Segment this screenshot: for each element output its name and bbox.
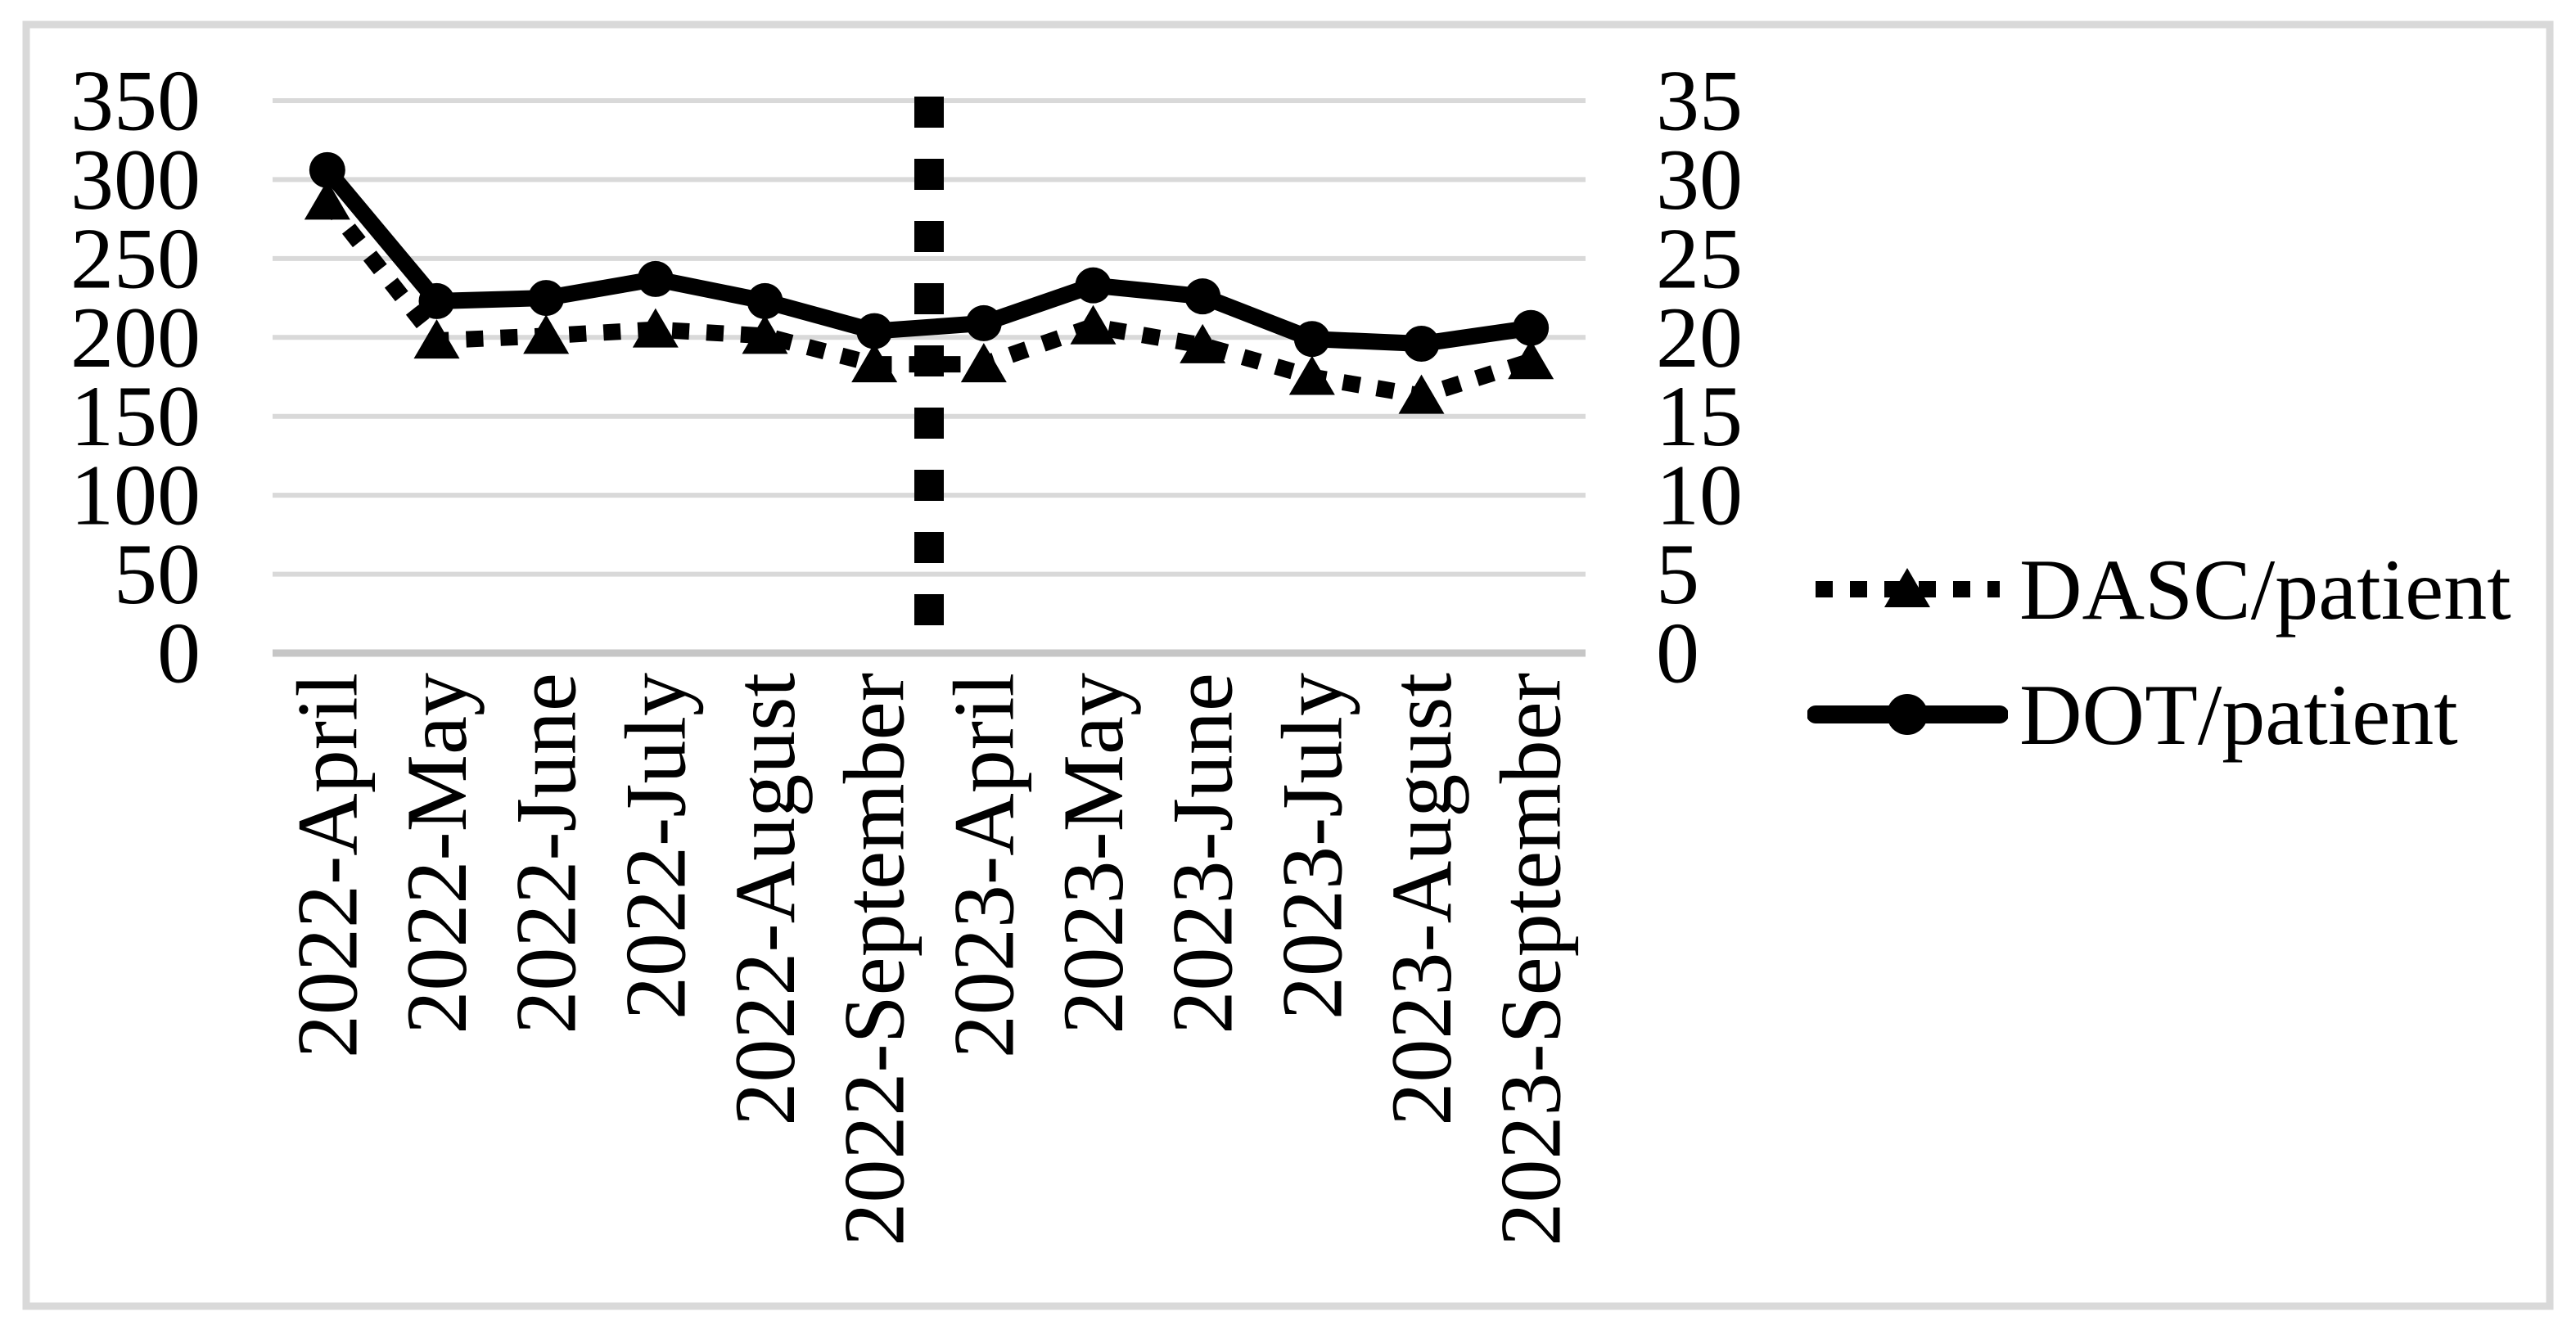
left-axis-tick-label: 200 (70, 290, 201, 385)
dot-circle-marker (1293, 321, 1330, 358)
dot-circle-marker (1513, 309, 1550, 346)
right-axis-tick-label: 20 (1656, 290, 1743, 385)
left-axis-tick-label: 350 (70, 53, 201, 149)
dot-patient-line (321, 164, 1532, 353)
dot-circle-marker (747, 282, 783, 319)
x-axis-category-label: 2023-June (1155, 673, 1251, 1034)
dasc-triangle-marker (413, 319, 460, 359)
dot-circle-marker (856, 313, 893, 349)
dasc-triangle-marker (632, 308, 679, 348)
x-axis-category-label: 2023-August (1374, 673, 1469, 1126)
left-axis-tick-label: 50 (114, 526, 201, 622)
right-axis-tick-label: 25 (1656, 210, 1743, 306)
legend-label-dot: DOT/patient (2019, 666, 2458, 763)
right-axis-tick-label: 0 (1656, 606, 1699, 701)
legend-label-dasc: DASC/patient (2019, 541, 2511, 638)
dasc-triangle-marker (1288, 355, 1335, 395)
right-axis-tick-label: 30 (1656, 132, 1743, 228)
dot-circle-marker (1075, 267, 1112, 304)
x-axis-category-label: 2022-April (279, 673, 375, 1058)
right-axis-tick-label: 10 (1656, 448, 1743, 543)
dot-circle-marker (637, 260, 674, 297)
dot-legend-marker-icon (1807, 694, 2008, 735)
x-axis-category-label: 2022-September (827, 673, 923, 1246)
dasc-triangle-marker (304, 180, 350, 220)
dot-circle-marker (528, 280, 565, 317)
right-axis-tick-label: 35 (1656, 53, 1743, 149)
x-axis-category-label: 2022-May (389, 673, 485, 1034)
dot-circle-marker (1184, 278, 1221, 315)
dasc-triangle-marker (1508, 340, 1554, 380)
figure-border (22, 20, 2554, 1310)
x-axis-category-label: 2022-June (499, 673, 594, 1034)
legend: DASC/patient DOT/patient (1807, 539, 2511, 766)
x-axis-category-label: 2022-July (607, 673, 703, 1020)
left-axis-tick-label: 300 (70, 132, 201, 228)
dasc-triangle-marker (1180, 323, 1226, 363)
left-axis-tick-label: 250 (70, 210, 201, 306)
dot-circle-marker (965, 304, 1002, 341)
dasc-triangle-marker (523, 314, 570, 354)
dasc-legend-marker-icon (1816, 568, 2000, 607)
x-axis-category-label: 2023-May (1045, 673, 1141, 1034)
dot-circle-marker (1403, 326, 1440, 362)
x-axis-category-label: 2023-April (936, 673, 1031, 1058)
dasc-triangle-marker (960, 343, 1007, 383)
legend-entry-dot: DOT/patient (1807, 664, 2511, 766)
x-axis-category-label: 2023-September (1483, 673, 1579, 1246)
legend-entry-dasc: DASC/patient (1807, 539, 2511, 641)
dasc-triangle-marker (1398, 374, 1445, 414)
x-axis-category-label: 2022-August (717, 673, 813, 1126)
right-axis-tick-label: 5 (1656, 526, 1699, 622)
right-axis-tick-label: 15 (1656, 368, 1743, 464)
left-axis-tick-label: 150 (70, 368, 201, 464)
dasc-triangle-marker (1070, 304, 1117, 345)
dasc-triangle-marker (851, 343, 898, 383)
left-axis-tick-label: 100 (70, 448, 201, 543)
dasc-triangle-marker (742, 314, 788, 354)
x-axis-category-label: 2023-July (1264, 673, 1360, 1020)
left-axis-tick-label: 0 (157, 606, 201, 701)
dot-circle-marker (418, 282, 455, 319)
dot-circle-marker (309, 151, 345, 188)
